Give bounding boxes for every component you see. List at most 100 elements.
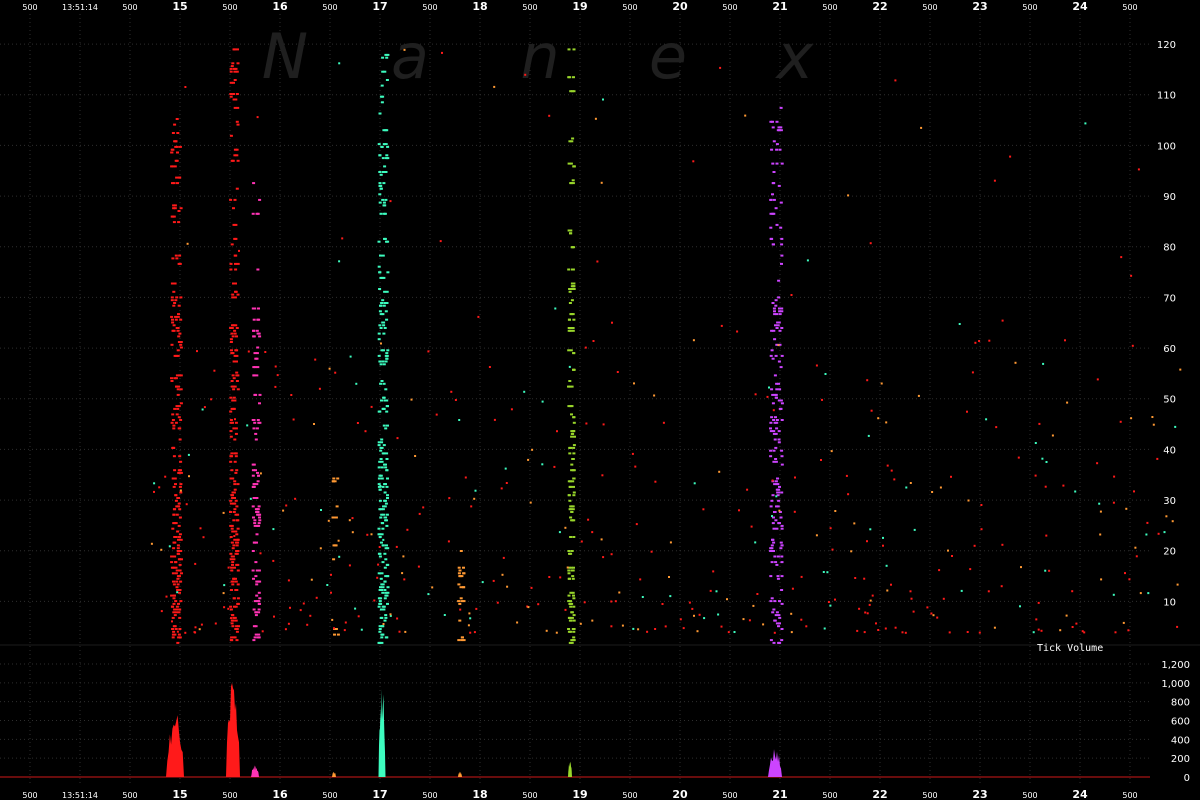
burst-mark <box>179 580 183 583</box>
burst-mark <box>173 140 177 143</box>
scatter-mark <box>468 612 471 615</box>
burst-mark <box>386 547 390 550</box>
burst-mark <box>230 452 234 455</box>
burst-mark <box>171 321 175 324</box>
scatter-mark <box>669 595 672 598</box>
scatter-mark <box>338 62 341 65</box>
burst-mark <box>231 491 235 494</box>
burst-mark <box>380 633 384 636</box>
burst-mark <box>171 132 175 134</box>
burst-mark <box>457 600 461 603</box>
burst-mark <box>231 293 235 296</box>
scatter-mark <box>720 324 723 327</box>
burst-mark <box>172 547 176 550</box>
scatter-mark <box>202 536 205 539</box>
burst-mark <box>385 129 389 132</box>
scatter-mark <box>328 367 331 370</box>
burst-mark <box>234 577 237 580</box>
scatter-mark <box>176 630 179 633</box>
burst-mark <box>780 555 784 558</box>
burst-mark <box>253 636 257 639</box>
scatter-mark <box>203 406 206 409</box>
burst-mark <box>257 505 261 508</box>
scatter-mark <box>516 621 519 624</box>
scatter-mark <box>310 578 313 581</box>
scatter-mark <box>693 482 696 485</box>
scatter-mark <box>988 339 991 342</box>
scatter-mark <box>931 491 934 493</box>
scatter-mark <box>1034 442 1037 444</box>
scatter-mark <box>756 593 759 595</box>
burst-mark <box>233 329 237 332</box>
volume-panel-title: Tick Volume <box>1037 643 1103 654</box>
burst-mark <box>386 145 390 148</box>
scatter-mark <box>1035 618 1038 621</box>
watermark-letter: N <box>262 20 308 93</box>
burst-mark <box>229 268 233 271</box>
burst-mark <box>571 508 575 511</box>
scatter-mark <box>1147 592 1150 595</box>
burst-mark <box>171 527 175 530</box>
burst-mark <box>233 480 237 483</box>
burst-mark <box>236 262 240 265</box>
burst-mark <box>236 527 240 530</box>
burst-mark <box>177 405 181 408</box>
burst-mark <box>772 460 776 463</box>
burst-mark <box>776 321 780 324</box>
scatter-mark <box>746 488 749 491</box>
burst-mark <box>229 552 233 555</box>
burst-mark <box>379 608 383 611</box>
y-tick-label: 20 <box>1163 547 1176 558</box>
scatter-mark <box>548 576 551 578</box>
burst-mark <box>380 145 384 148</box>
burst-mark <box>775 388 779 391</box>
burst-mark <box>775 382 779 385</box>
scatter-mark <box>530 586 533 589</box>
burst-mark <box>173 625 177 628</box>
burst-mark <box>174 628 178 630</box>
scatter-mark <box>469 617 472 620</box>
burst-mark <box>332 477 336 480</box>
burst-mark <box>230 541 234 544</box>
burst-mark <box>385 318 389 321</box>
burst-mark <box>252 182 256 185</box>
burst-mark <box>457 639 461 642</box>
burst-mark <box>457 566 461 569</box>
burst-mark <box>458 569 462 572</box>
burst-mark <box>571 137 575 140</box>
scatter-mark <box>894 626 897 629</box>
burst-mark <box>772 307 776 310</box>
burst-mark <box>252 639 256 642</box>
scatter-mark <box>790 294 793 296</box>
burst-mark <box>775 421 779 424</box>
scatter-mark <box>370 405 373 408</box>
burst-mark <box>233 48 237 51</box>
burst-mark <box>231 374 235 377</box>
scatter-mark <box>600 181 603 184</box>
scatter-mark <box>1037 628 1040 631</box>
scatter-mark <box>669 541 672 544</box>
burst-mark <box>236 62 240 65</box>
burst-mark <box>178 508 182 511</box>
burst-mark <box>570 282 574 285</box>
burst-mark <box>568 288 572 290</box>
burst-mark <box>171 329 175 332</box>
burst-mark <box>235 625 239 628</box>
burst-mark <box>257 608 261 611</box>
burst-mark <box>230 569 234 572</box>
burst-mark <box>567 600 571 603</box>
burst-mark <box>234 223 238 226</box>
scatter-mark <box>894 79 897 82</box>
burst-mark <box>567 229 571 232</box>
scatter-mark <box>441 51 443 54</box>
burst-mark <box>384 614 388 617</box>
burst-mark <box>230 380 234 382</box>
scatter-mark <box>815 364 818 367</box>
scatter-mark <box>488 366 491 368</box>
burst-mark <box>570 469 574 472</box>
scatter-mark <box>901 631 904 634</box>
burst-mark <box>233 70 237 73</box>
x-tick-label-bottom: 500 <box>522 791 537 800</box>
burst-mark <box>251 485 255 488</box>
burst-mark <box>384 575 388 578</box>
